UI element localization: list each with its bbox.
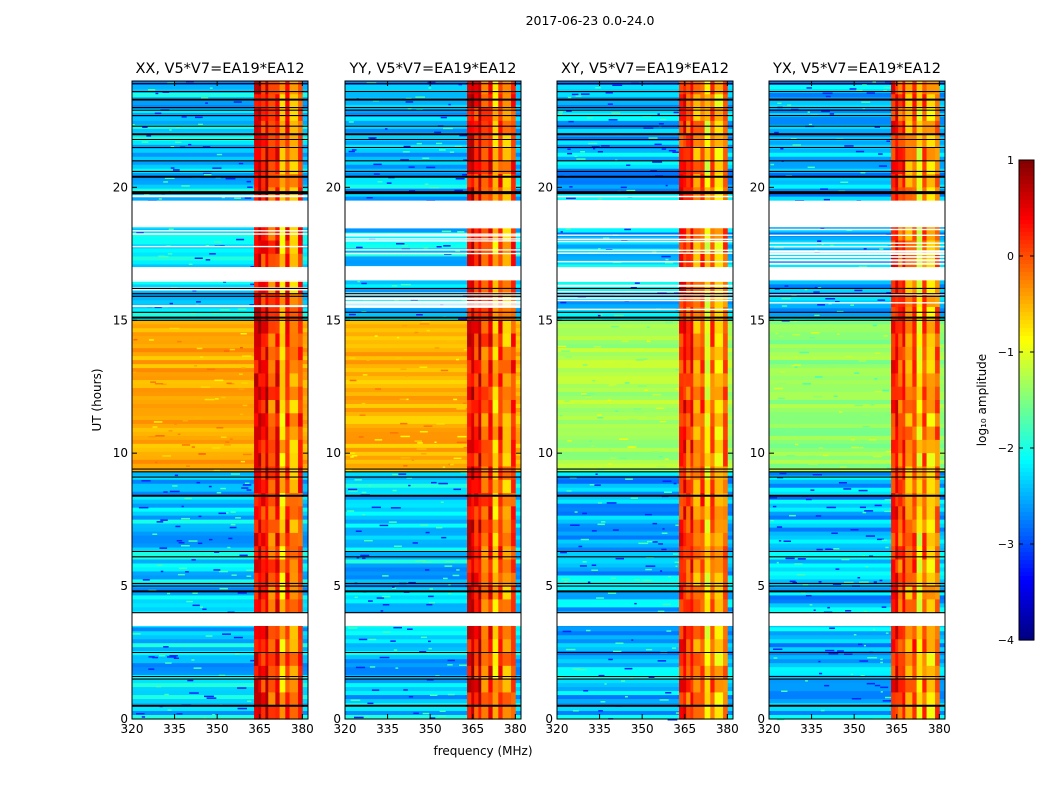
panel-title: XY, V5*V7=EA19*EA12 xyxy=(561,61,729,77)
y-tick-label: 5 xyxy=(545,579,553,593)
x-tick-label: 350 xyxy=(206,722,229,736)
y-tick-label: 20 xyxy=(538,180,553,194)
y-tick-label: 5 xyxy=(120,579,128,593)
y-tick-label: 0 xyxy=(333,712,341,726)
x-tick-label: 335 xyxy=(376,722,399,736)
x-tick-label: 365 xyxy=(248,722,271,736)
y-tick-label: 0 xyxy=(757,712,765,726)
colorbar-tick-label: −4 xyxy=(998,634,1014,647)
y-tick-label: 10 xyxy=(538,446,553,460)
x-tick-label: 365 xyxy=(673,722,696,736)
x-tick-label: 320 xyxy=(334,722,357,736)
x-tick-label: 350 xyxy=(843,722,866,736)
x-tick-label: 350 xyxy=(419,722,442,736)
panel-1 xyxy=(131,80,309,720)
y-tick-label: 10 xyxy=(113,446,128,460)
y-tick-label: 10 xyxy=(750,446,765,460)
x-axis-label: frequency (MHz) xyxy=(433,744,532,758)
colorbar-tick-label: 1 xyxy=(1007,154,1014,167)
x-tick-label: 380 xyxy=(716,722,739,736)
y-tick-label: 15 xyxy=(750,313,765,327)
x-tick-label: 335 xyxy=(588,722,611,736)
x-tick-label: 335 xyxy=(163,722,186,736)
colorbar-tick-label: 0 xyxy=(1007,250,1014,263)
y-tick-label: 15 xyxy=(113,313,128,327)
y-tick-label: 10 xyxy=(326,446,341,460)
x-tick-label: 350 xyxy=(631,722,654,736)
y-tick-label: 20 xyxy=(326,180,341,194)
x-tick-label: 365 xyxy=(885,722,908,736)
y-tick-label: 20 xyxy=(750,180,765,194)
panel-2 xyxy=(344,80,522,720)
y-tick-label: 0 xyxy=(120,712,128,726)
colorbar-tick-label: −1 xyxy=(998,346,1014,359)
panel-title: XX, V5*V7=EA19*EA12 xyxy=(135,61,304,77)
y-tick-label: 5 xyxy=(333,579,341,593)
y-tick-label: 0 xyxy=(545,712,553,726)
x-tick-label: 335 xyxy=(800,722,823,736)
x-tick-label: 320 xyxy=(121,722,144,736)
colorbar: 1 0 −1 −2 −3 −4 xyxy=(998,154,1035,647)
x-tick-label: 380 xyxy=(928,722,951,736)
y-tick-label: 15 xyxy=(538,313,553,327)
panel-title: YX, V5*V7=EA19*EA12 xyxy=(772,61,941,77)
x-tick-label: 320 xyxy=(546,722,569,736)
colorbar-label: log₁₀ amplitude xyxy=(975,354,989,446)
figure-title: 2017-06-23 0.0-24.0 xyxy=(525,13,655,28)
y-tick-label: 15 xyxy=(326,313,341,327)
colorbar-tick-label: −2 xyxy=(998,442,1014,455)
panel-4 xyxy=(768,80,946,721)
colorbar-tick-label: −3 xyxy=(998,538,1014,551)
x-tick-label: 380 xyxy=(504,722,527,736)
panel-title: YY, V5*V7=EA19*EA12 xyxy=(349,61,517,77)
y-tick-label: 20 xyxy=(113,180,128,194)
y-axis-label: UT (hours) xyxy=(90,368,104,431)
panel-3 xyxy=(556,80,734,721)
x-tick-label: 380 xyxy=(291,722,314,736)
y-tick-label: 5 xyxy=(757,579,765,593)
x-tick-label: 365 xyxy=(461,722,484,736)
x-tick-label: 320 xyxy=(758,722,781,736)
